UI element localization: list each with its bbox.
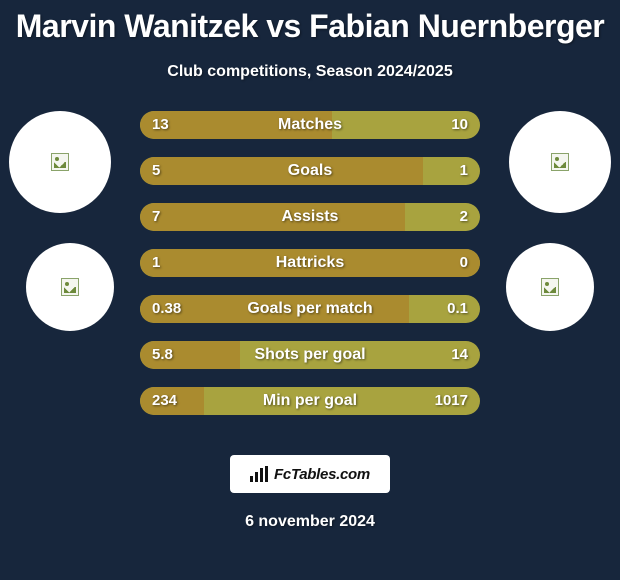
placeholder-image-icon — [551, 153, 569, 171]
stat-row: 5.8Shots per goal14 — [140, 341, 480, 369]
stat-label: Goals per match — [140, 295, 480, 323]
bar-chart-icon — [250, 466, 270, 482]
stat-value-right: 1 — [460, 157, 468, 185]
brand-text: FcTables.com — [274, 466, 370, 483]
stat-row: 234Min per goal1017 — [140, 387, 480, 415]
stat-row: 1Hattricks0 — [140, 249, 480, 277]
stat-label: Hattricks — [140, 249, 480, 277]
stat-row: 13Matches10 — [140, 111, 480, 139]
player2-avatar — [509, 111, 611, 213]
stat-label: Goals — [140, 157, 480, 185]
stat-value-right: 0.1 — [447, 295, 468, 323]
stat-label: Matches — [140, 111, 480, 139]
stat-label: Shots per goal — [140, 341, 480, 369]
stat-value-right: 1017 — [435, 387, 468, 415]
club1-avatar — [26, 243, 114, 331]
placeholder-image-icon — [51, 153, 69, 171]
club2-avatar — [506, 243, 594, 331]
player1-avatar — [9, 111, 111, 213]
page-title: Marvin Wanitzek vs Fabian Nuernberger — [0, 0, 620, 45]
stat-row: 0.38Goals per match0.1 — [140, 295, 480, 323]
brand-badge: FcTables.com — [230, 455, 390, 493]
stat-row: 7Assists2 — [140, 203, 480, 231]
placeholder-image-icon — [61, 278, 79, 296]
stat-value-right: 10 — [451, 111, 468, 139]
stat-label: Min per goal — [140, 387, 480, 415]
stat-bars: 13Matches105Goals17Assists21Hattricks00.… — [140, 111, 480, 433]
stat-row: 5Goals1 — [140, 157, 480, 185]
stat-label: Assists — [140, 203, 480, 231]
stat-value-right: 14 — [451, 341, 468, 369]
comparison-panel: 13Matches105Goals17Assists21Hattricks00.… — [0, 111, 620, 441]
stat-value-right: 2 — [460, 203, 468, 231]
subtitle: Club competitions, Season 2024/2025 — [0, 63, 620, 81]
stat-value-right: 0 — [460, 249, 468, 277]
date-label: 6 november 2024 — [0, 513, 620, 531]
placeholder-image-icon — [541, 278, 559, 296]
